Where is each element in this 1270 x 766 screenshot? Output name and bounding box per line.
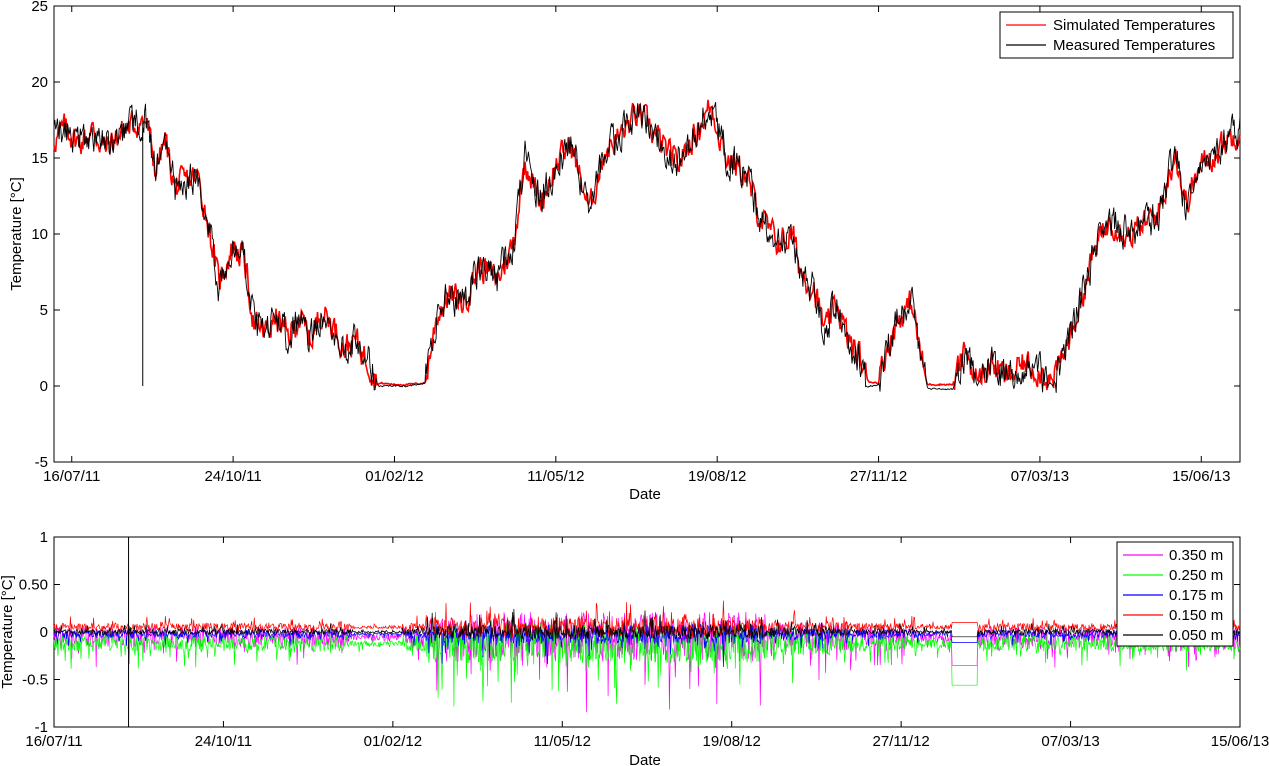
top-x-tick-label: 24/10/11 (204, 468, 261, 485)
top-x-tick-label: 16/07/11 (43, 468, 100, 485)
bottom-x-tick-label: 27/11/12 (873, 733, 930, 750)
top-series-line-0 (53, 99, 1241, 391)
top-x-tick-label: 15/06/13 (1172, 468, 1230, 485)
top-x-axis-ticks: 16/07/11 24/10/11 01/02/12 11/05/12 19/08/12… (43, 6, 1230, 485)
bottom-x-axis-ticks: 16/07/11 24/10/11 01/02/12 11/05/12 19/08/12… (25, 537, 1269, 750)
bottom-x-tick-label: 24/10/11 (195, 733, 252, 750)
bottom-x-axis-label: Date (629, 752, 661, 766)
bottom-legend: 0.350 m 0.250 m 0.175 m 0.150 m 0.050 m (1116, 541, 1234, 647)
top-y-axis-ticks: -5 0 5 10 15 20 25 (31, 0, 1240, 471)
bottom-x-tick-label: 16/07/11 (25, 733, 82, 750)
bottom-series-group (53, 537, 1241, 727)
bottom-legend-label-0175: 0.175 m (1169, 587, 1223, 604)
top-y-tick-label: 20 (31, 74, 48, 91)
bottom-series-line-1 (53, 623, 1241, 707)
top-legend: Simulated Temperatures Measured Temperat… (999, 11, 1234, 59)
bottom-chart: -1 -0.5 0 0.50 1 16/07/11 24/10/11 01/02/12 11/… (0, 529, 1269, 766)
top-chart: -5 0 5 10 15 20 25 16/07/11 24/10/11 01/02/12 11/… (8, 0, 1241, 503)
top-series-line-1 (53, 102, 1241, 393)
top-legend-label-measured: Measured Temperatures (1053, 37, 1215, 54)
top-legend-label-simulated: Simulated Temperatures (1053, 17, 1215, 34)
top-y-tick-label: -5 (35, 454, 48, 471)
top-y-tick-label: 25 (31, 0, 48, 15)
bottom-series-line-4 (53, 608, 1241, 641)
top-plot-area (53, 5, 1241, 463)
top-y-tick-label: 0 (40, 378, 48, 395)
bottom-y-tick-label: 1 (40, 529, 48, 546)
top-y-tick-label: 15 (31, 150, 48, 167)
bottom-y-tick-label: -0.5 (22, 672, 48, 689)
bottom-y-axis-ticks: -1 -0.5 0 0.50 1 (19, 529, 1240, 736)
top-x-tick-label: 07/03/13 (1011, 468, 1069, 485)
bottom-legend-label-0350: 0.350 m (1169, 547, 1223, 564)
bottom-legend-box (1116, 541, 1234, 647)
top-x-tick-label: 27/11/12 (850, 468, 907, 485)
bottom-legend-label-0050: 0.050 m (1169, 627, 1223, 644)
top-y-tick-label: 10 (31, 226, 48, 243)
bottom-x-tick-label: 01/02/12 (364, 733, 422, 750)
bottom-legend-label-0250: 0.250 m (1169, 567, 1223, 584)
bottom-x-tick-label: 15/06/13 (1211, 733, 1269, 750)
bottom-y-tick-label: -1 (35, 719, 48, 736)
bottom-y-tick-label: 0 (40, 624, 48, 641)
bottom-x-tick-label: 11/05/12 (534, 733, 591, 750)
top-series-group (53, 99, 1241, 393)
bottom-y-axis-label: Temperature [°C] (0, 575, 16, 689)
top-x-tick-label: 01/02/12 (365, 468, 423, 485)
top-x-tick-label: 19/08/12 (688, 468, 746, 485)
top-y-axis-label: Temperature [°C] (8, 177, 25, 291)
bottom-legend-label-0150: 0.150 m (1169, 607, 1223, 624)
top-x-axis-label: Date (629, 486, 661, 503)
top-x-tick-label: 11/05/12 (527, 468, 584, 485)
bottom-series-line-2 (53, 623, 1241, 668)
bottom-series-line-3 (53, 600, 1241, 638)
top-y-tick-label: 5 (40, 302, 48, 319)
bottom-x-tick-label: 19/08/12 (703, 733, 761, 750)
bottom-y-tick-label: 0.50 (19, 577, 48, 594)
top-legend-box (999, 11, 1234, 59)
bottom-x-tick-label: 07/03/13 (1041, 733, 1099, 750)
